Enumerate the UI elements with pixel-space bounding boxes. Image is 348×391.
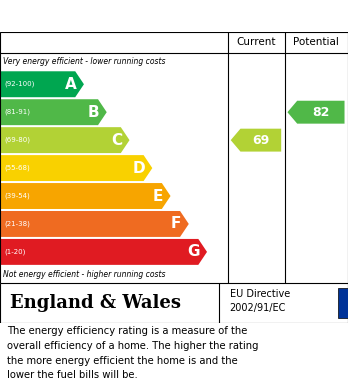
Text: Not energy efficient - higher running costs: Not energy efficient - higher running co…: [3, 270, 166, 279]
Text: Energy Efficiency Rating: Energy Efficiency Rating: [9, 7, 238, 25]
Text: Current: Current: [237, 38, 276, 47]
Text: (21-38): (21-38): [4, 221, 30, 227]
Text: EU Directive
2002/91/EC: EU Directive 2002/91/EC: [230, 289, 290, 313]
Text: (1-20): (1-20): [4, 249, 25, 255]
Text: G: G: [187, 244, 200, 259]
Text: C: C: [111, 133, 122, 148]
Text: (81-91): (81-91): [4, 109, 30, 115]
Text: 82: 82: [312, 106, 330, 119]
Text: F: F: [171, 217, 181, 231]
Polygon shape: [0, 239, 207, 265]
Text: (39-54): (39-54): [4, 193, 30, 199]
Polygon shape: [0, 99, 107, 125]
Text: E: E: [153, 188, 163, 204]
Text: (92-100): (92-100): [4, 81, 34, 88]
Polygon shape: [0, 127, 129, 153]
Text: B: B: [88, 105, 100, 120]
Polygon shape: [231, 129, 281, 152]
Polygon shape: [0, 71, 84, 97]
Bar: [338, 288, 348, 318]
Text: D: D: [132, 161, 145, 176]
Text: 69: 69: [252, 134, 269, 147]
Polygon shape: [0, 183, 171, 209]
Text: Very energy efficient - lower running costs: Very energy efficient - lower running co…: [3, 57, 166, 66]
Polygon shape: [0, 155, 152, 181]
Text: A: A: [65, 77, 77, 92]
Polygon shape: [0, 211, 189, 237]
Text: (55-68): (55-68): [4, 165, 30, 171]
Text: Potential: Potential: [293, 38, 339, 47]
Text: England & Wales: England & Wales: [10, 294, 181, 312]
Text: The energy efficiency rating is a measure of the
overall efficiency of a home. T: The energy efficiency rating is a measur…: [7, 326, 259, 380]
Text: (69-80): (69-80): [4, 137, 30, 143]
Polygon shape: [287, 101, 345, 124]
